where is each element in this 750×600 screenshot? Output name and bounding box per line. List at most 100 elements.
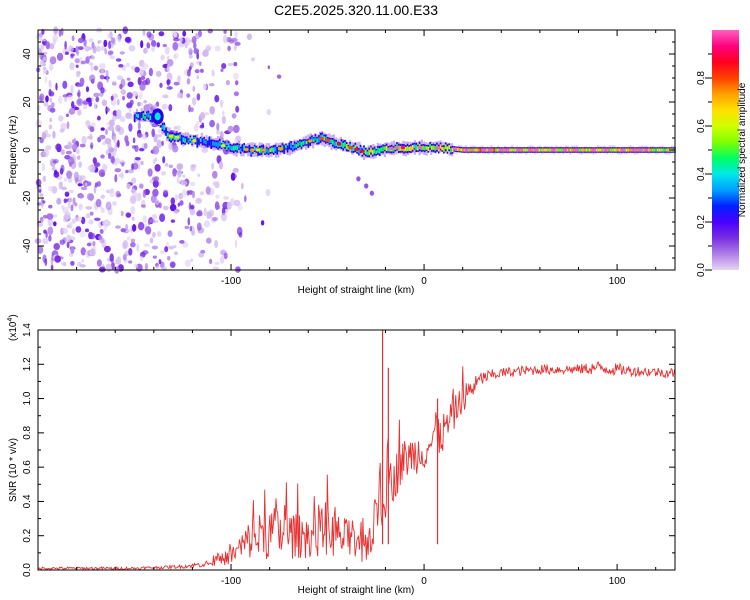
spectrogram-noise-blob (98, 169, 106, 178)
spectrogram-noise-blob (194, 69, 200, 74)
spectrogram-noise-blob (140, 40, 144, 49)
spectrogram-noise-blob (42, 66, 47, 71)
spectrogram-noise-blob (128, 248, 133, 256)
figure-title: C2E5.2025.320.11.00.E33 (274, 2, 438, 18)
spectrogram-ridge-peak (620, 148, 626, 152)
spectrogram-ridge-core (318, 137, 320, 143)
spectrogram-ridge-core (375, 150, 377, 154)
spectrogram-noise-blob (152, 255, 157, 259)
spectrogram-ridge-peak (464, 148, 469, 152)
spectrogram-ridge-core (653, 148, 655, 152)
spectrogram-noise-blob (108, 40, 112, 50)
spectrogram-noise-blob (179, 92, 184, 99)
spectrogram-noise-blob (162, 156, 166, 164)
spectrogram-ridge-peak (632, 148, 637, 152)
colorbar-tick-label: 0.6 (696, 119, 707, 133)
spectrogram-noise-blob (126, 183, 131, 190)
spectrogram-noise-blob (232, 124, 240, 134)
spectrogram-ridge-peak (336, 142, 342, 146)
spectrogram-noise-blob (49, 56, 57, 65)
spectrogram-noise-blob (84, 249, 92, 258)
spectrogram-ridge-core (618, 148, 621, 152)
spectrogram-noise-blob (202, 49, 209, 57)
spectrogram-noise-blob (235, 80, 239, 86)
spectrogram-axes: -100 0 100 -40 -20 0 20 40 (22, 29, 675, 287)
spectrogram-noise-blob (176, 163, 184, 170)
spectrogram-noise-blob (125, 36, 132, 44)
spectrogram-noise-blob (58, 181, 62, 190)
spectrogram-noise-blob (137, 121, 141, 130)
spectrogram-ridge-core (311, 137, 313, 142)
spectrogram-noise-blob (50, 263, 54, 271)
spectrogram-noise-blob (134, 66, 140, 73)
spectrogram-noise-blob (196, 93, 201, 101)
y-tick-label: 0.6 (22, 460, 33, 474)
y-tick-label: 1.0 (22, 391, 33, 405)
spectrogram-ridge-core (139, 113, 141, 119)
spectrogram-ridge-core (351, 147, 353, 152)
spectrogram-noise-blob (63, 198, 68, 204)
spectrogram-noise-blob (81, 259, 85, 263)
spectrogram-noise-blob (86, 55, 90, 60)
spectrogram-noise-blob (194, 123, 199, 132)
spectrogram-noise-blob (142, 29, 146, 36)
spectrogram-noise-blob (128, 260, 133, 264)
spectrogram-noise-blob (106, 107, 110, 112)
spectrogram-noise-blob (36, 104, 41, 112)
spectrogram-noise-blob (62, 217, 68, 223)
spectrogram-ridge-core (472, 148, 475, 152)
spectrogram-noise-blob (181, 189, 187, 198)
spectrogram-noise-blob (212, 266, 220, 271)
spectrogram-noise-blob (174, 194, 179, 201)
spectrogram-noise-blob (233, 91, 239, 97)
spectrogram-noise-blob (234, 239, 238, 248)
spectrogram-noise-blob (90, 63, 94, 72)
spectrogram-noise-blob (219, 255, 225, 264)
spectrogram-ridge-core (649, 148, 652, 152)
spectrogram-ridge-core (384, 146, 386, 150)
spectrogram-ridge-core (424, 146, 426, 151)
spectrogram-ridge-core (658, 148, 661, 152)
spectrogram-noise-blob (125, 62, 130, 68)
spectrogram-noise-blob (41, 163, 46, 172)
spectrogram-ridge-core (206, 142, 209, 146)
spectrogram-ridge-core (189, 137, 192, 142)
spectrogram-noise-blob (60, 164, 65, 173)
spectrogram-y-axis-label: Frequency (Hz) (8, 116, 19, 185)
x-tick-label: -100 (221, 576, 241, 587)
spectrogram-noise-blob (250, 57, 256, 62)
spectrogram-noise-blob (214, 45, 221, 52)
spectrogram-noise-blob (149, 237, 154, 244)
spectrogram-noise-blob (141, 204, 146, 208)
spectrogram-ridge-core (191, 140, 193, 144)
spectrogram-noise-blob (85, 120, 91, 127)
spectrogram-noise-blob (42, 200, 46, 204)
spectrogram-noise-blob (200, 249, 206, 254)
spectrogram-noise-blob (105, 129, 108, 135)
spectrogram-noise-blob (115, 124, 121, 132)
spectrogram-noise-blob (120, 228, 127, 233)
spectrogram-ridge-core (208, 138, 211, 144)
spectrogram-noise-blob (212, 181, 218, 186)
spectrogram-noise-blob (152, 179, 159, 188)
spectrogram-ridge-core (373, 148, 376, 154)
spectrogram-ridge-core (196, 139, 199, 146)
spectrogram-noise-blob (48, 204, 53, 209)
spectrogram-noise-blob (214, 94, 220, 103)
spectrogram-noise-blob (170, 197, 176, 205)
spectrogram-noise-blob (64, 40, 67, 50)
spectrogram-noise-blob (161, 171, 166, 176)
spectrogram-ridge-peak (221, 144, 226, 148)
spectrogram-noise-blob (179, 178, 184, 185)
spectrogram-ridge-peak (591, 148, 597, 152)
spectrogram-ridge-core (180, 137, 183, 143)
spectrogram-noise-blob (188, 190, 194, 195)
spectrogram-ridge (133, 108, 676, 160)
y-tick-label: 40 (22, 48, 33, 60)
spectrogram-noise-blob (84, 228, 90, 233)
spectrogram-noise-blob (132, 137, 136, 144)
spectrogram-noise-blob (142, 63, 149, 70)
spectrogram-ridge-core (382, 146, 384, 152)
spectrogram-ridge-core (342, 142, 344, 149)
spectrogram-noise-blob (164, 246, 169, 253)
